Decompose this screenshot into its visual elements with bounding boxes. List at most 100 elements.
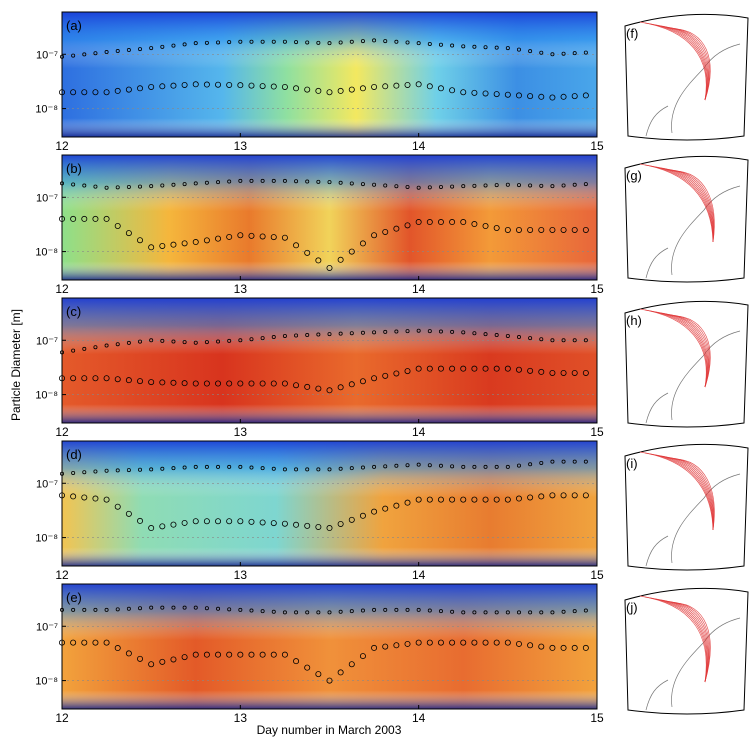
mode-marker xyxy=(438,184,443,189)
mode-marker xyxy=(305,333,310,338)
panel-label: (b) xyxy=(66,161,82,176)
mode-marker xyxy=(315,87,322,94)
y-tick-label: 10⁻⁸ xyxy=(35,247,58,259)
mode-marker xyxy=(504,365,511,372)
map-panel-label: (j) xyxy=(626,600,638,615)
mode-marker xyxy=(383,39,388,44)
mode-marker xyxy=(305,467,310,472)
mode-marker xyxy=(416,462,421,467)
mode-marker xyxy=(271,466,276,471)
mode-marker xyxy=(114,222,121,229)
mode-marker xyxy=(471,365,478,372)
mode-marker xyxy=(137,237,144,244)
coastline xyxy=(671,473,741,564)
mode-marker xyxy=(438,42,443,47)
mode-marker xyxy=(103,639,110,646)
mode-marker xyxy=(103,89,110,96)
mode-marker xyxy=(227,338,232,343)
mode-marker xyxy=(260,466,265,471)
panel-label: (d) xyxy=(66,447,82,462)
mode-marker xyxy=(527,494,534,501)
mode-marker xyxy=(226,233,233,240)
mode-marker xyxy=(405,40,410,45)
mode-marker xyxy=(449,639,456,646)
mode-marker xyxy=(182,605,187,610)
mode-marker xyxy=(427,41,432,46)
mode-marker xyxy=(327,41,332,46)
mode-marker xyxy=(71,348,76,353)
mode-marker xyxy=(405,607,410,612)
mode-marker xyxy=(282,610,287,615)
mode-marker xyxy=(226,380,233,387)
mode-marker xyxy=(550,610,555,615)
mode-marker xyxy=(70,493,77,500)
map-panel-label: (g) xyxy=(626,168,642,183)
mode-marker xyxy=(204,180,209,185)
mode-marker xyxy=(582,644,589,651)
mode-marker xyxy=(170,82,177,89)
y-tick-label: 10⁻⁸ xyxy=(35,104,58,116)
x-tick-label: 12 xyxy=(55,711,69,725)
y-tick-label: 10⁻⁸ xyxy=(35,676,58,688)
mode-marker xyxy=(326,525,333,532)
mode-marker xyxy=(260,609,265,614)
mode-marker xyxy=(349,181,354,186)
mode-marker xyxy=(527,93,534,100)
mode-marker xyxy=(327,610,332,615)
mode-marker xyxy=(438,329,443,334)
mode-marker xyxy=(348,661,355,668)
mode-marker xyxy=(137,517,144,524)
mode-marker xyxy=(538,493,545,500)
panel-frame xyxy=(61,297,598,424)
mode-marker xyxy=(159,658,166,665)
mode-marker xyxy=(516,335,521,340)
mode-marker xyxy=(193,181,198,186)
mode-marker xyxy=(382,372,389,379)
mode-marker xyxy=(415,639,422,646)
mode-marker xyxy=(92,375,99,382)
mode-marker xyxy=(471,221,478,228)
mode-marker xyxy=(204,340,209,345)
mode-marker xyxy=(359,240,366,247)
mode-marker xyxy=(138,467,143,472)
mode-marker xyxy=(528,183,533,188)
mode-marker xyxy=(538,643,545,650)
mode-marker xyxy=(572,182,577,187)
mode-marker xyxy=(260,39,265,44)
mode-marker xyxy=(582,92,589,99)
mode-marker xyxy=(71,53,76,58)
heatmap-shading xyxy=(62,12,597,137)
mode-marker xyxy=(237,232,244,239)
mode-marker xyxy=(259,233,266,240)
mode-marker xyxy=(81,89,88,96)
mode-marker xyxy=(93,469,98,474)
mode-marker xyxy=(549,644,556,651)
mode-marker xyxy=(281,651,288,658)
mode-marker xyxy=(515,640,522,647)
mode-marker xyxy=(138,339,143,344)
x-tick-label: 14 xyxy=(412,568,426,582)
mode-marker xyxy=(92,89,99,96)
x-tick-label: 12 xyxy=(55,425,69,439)
mode-marker xyxy=(437,219,444,226)
mode-marker xyxy=(337,384,344,391)
mode-marker xyxy=(192,651,199,658)
mode-marker xyxy=(527,226,534,233)
mode-marker xyxy=(171,339,176,344)
mode-marker xyxy=(159,83,166,90)
mode-marker xyxy=(170,241,177,248)
mode-marker xyxy=(482,496,489,503)
mode-marker xyxy=(170,379,177,386)
mode-marker xyxy=(126,48,131,53)
mode-marker xyxy=(461,330,466,335)
mode-marker xyxy=(337,669,344,676)
mode-marker xyxy=(516,610,521,615)
mode-marker xyxy=(270,380,277,387)
mode-marker xyxy=(550,184,555,189)
mode-marker xyxy=(104,185,109,190)
mode-marker xyxy=(338,180,343,185)
mode-marker xyxy=(203,518,210,525)
mode-marker xyxy=(82,470,87,475)
mode-marker xyxy=(471,639,478,646)
mode-marker xyxy=(416,607,421,612)
